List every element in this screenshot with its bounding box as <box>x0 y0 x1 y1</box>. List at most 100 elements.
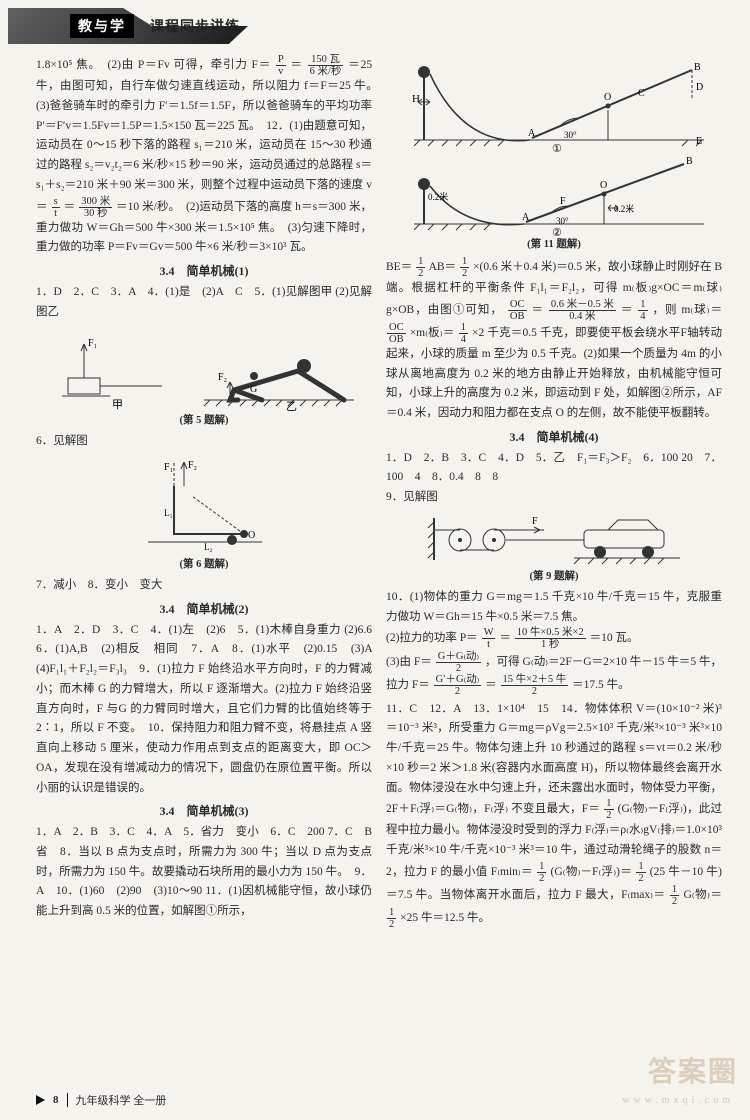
svg-text:F₁: F₁ <box>88 338 97 349</box>
text: (3)由 F＝ <box>386 656 432 668</box>
text: ＝ <box>485 679 497 691</box>
fraction: OCOB <box>387 322 406 345</box>
svg-text:C: C <box>638 88 645 99</box>
svg-text:L₂: L₂ <box>204 542 213 552</box>
fraction: 15 牛×2＋5 牛2 <box>501 674 569 697</box>
fraction: 10 牛×0.5 米×21 秒 <box>515 627 586 650</box>
text: ＝ <box>621 304 634 316</box>
fig-caption: (第 5 题解) <box>36 412 372 430</box>
text: ＝10 瓦。 <box>590 633 639 645</box>
svg-text:E: E <box>696 136 702 147</box>
answer-line: 1．D 2．B 3．C 4．D 5．乙 F₁＝F₃＞F₂ 6．100 20 7．… <box>386 449 722 489</box>
section-title: 3.4 简单机械(3) <box>36 801 372 822</box>
content-columns: 1.8×10⁵ 焦。 (2)由 P＝Fv 可得，牵引力 F＝ Pv ＝ 150 … <box>0 50 750 1070</box>
text: (G₍物₎－F₍浮₎)＝ <box>551 866 633 878</box>
text: ×2 千克＝0.5 千克，即要使平板会绕水平F轴转动起来，小球的质量 m 至少为… <box>386 327 722 419</box>
fraction: 12 <box>670 884 679 907</box>
svg-text:O: O <box>248 530 255 541</box>
text: 1.8×10⁵ 焦。 (2)由 P＝Fv 可得，牵引力 F＝ <box>36 59 271 71</box>
text: ×m₍板₎＝ <box>410 327 455 339</box>
answer-block: 1．A 2．D 3．C 4．(1)左 (2)6 5．(1)木棒自身重力 (2)6… <box>36 621 372 799</box>
fraction: 12 <box>636 861 645 884</box>
text: G₍物₎＝ <box>684 889 723 901</box>
page-footer: 8 九年级科学 全一册 <box>36 1092 166 1108</box>
svg-text:0.2米: 0.2米 <box>428 191 448 202</box>
fraction: st <box>52 196 60 219</box>
footer-label: 九年级科学 全一册 <box>76 1092 167 1108</box>
svg-text:①: ① <box>552 143 562 152</box>
figure-11b: 0.2米 O A B F 30° 0.2米 ② (第 11 题解) <box>386 156 722 254</box>
right-column: H O A B C D E 30° ① <box>386 54 722 1070</box>
arrow-icon <box>36 1095 45 1105</box>
fig5-svg: F₁ 甲 G F₂ <box>54 326 354 412</box>
svg-text:O: O <box>604 92 611 103</box>
fig6-svg: F₂ F₁ O L₁ L₂ <box>134 456 274 556</box>
text: ×25 牛＝12.5 牛。 <box>400 912 490 924</box>
answer-block: 1．A 2．B 3．C 4．A 5．省力 变小 6．C 200 7．C B 省 … <box>36 823 372 922</box>
svg-text:G: G <box>250 384 257 395</box>
figure-5: F₁ 甲 G F₂ <box>36 326 372 430</box>
svg-text:A: A <box>528 128 536 139</box>
svg-text:O: O <box>600 180 607 191</box>
answer-line: 1．D 2．C 3．A 4．(1)是 (2)A C 5．(1)见解图甲 (2)见… <box>36 283 372 323</box>
header-badge: 教与学 <box>70 14 134 38</box>
fraction: G′＋G₍动₎2 <box>434 674 482 697</box>
item-6: 6．见解图 <box>36 432 372 452</box>
figure-6: F₂ F₁ O L₁ L₂ (第 6 题解) <box>36 456 372 574</box>
left-column: 1.8×10⁵ 焦。 (2)由 P＝Fv 可得，牵引力 F＝ Pv ＝ 150 … <box>36 54 372 1070</box>
fraction: 300 米30 秒 <box>79 196 112 219</box>
fig-caption: (第 11 题解) <box>386 236 722 254</box>
item-7-8: 7．减小 8．变小 变大 <box>36 576 372 596</box>
svg-text:30°: 30° <box>556 216 569 226</box>
svg-text:L₁: L₁ <box>164 508 173 518</box>
svg-text:②: ② <box>552 227 562 236</box>
header-subtitle: 课程同步讲练 <box>150 16 240 36</box>
svg-text:A: A <box>522 212 530 223</box>
svg-text:乙: 乙 <box>286 400 297 412</box>
fraction: 14 <box>638 299 647 322</box>
text: ＝17.5 牛。 <box>572 679 630 691</box>
text: BE＝ <box>386 261 412 273</box>
watermark: 答案圈 <box>648 1050 738 1090</box>
fraction: Wt <box>482 627 496 650</box>
text: ＝25 牛，由图可知，自行车做匀速直线运动，所以阻力 f＝F＝25 牛。 (3)… <box>36 59 384 213</box>
text: AB＝ <box>429 261 456 273</box>
text: ＝ <box>531 304 544 316</box>
text: 10．(1)物体的重力 G＝mg＝1.5 千克×10 牛/千克＝15 牛，克服重… <box>386 588 722 628</box>
fraction: 12 <box>387 907 396 930</box>
svg-text:30°: 30° <box>564 130 577 140</box>
text: 11．C 12．A 13．1×10⁴ 15 14．物体体积 V＝(10×10⁻²… <box>386 703 722 816</box>
section-title: 3.4 简单机械(1) <box>36 261 372 282</box>
fig11b-svg: 0.2米 O A B F 30° 0.2米 ② <box>404 156 704 236</box>
svg-text:B: B <box>694 62 701 73</box>
fraction: OCOB <box>508 299 527 322</box>
svg-text:F₂: F₂ <box>218 372 227 383</box>
text: (2)拉力的功率 P＝ <box>386 633 478 645</box>
text: ＝ <box>290 59 302 71</box>
fig-caption: (第 6 题解) <box>36 556 372 574</box>
section-title: 3.4 简单机械(4) <box>386 427 722 448</box>
fraction: 150 瓦6 米/秒 <box>308 54 344 77</box>
svg-text:F₁: F₁ <box>164 462 173 473</box>
page-number: 8 <box>53 1094 59 1106</box>
fig9-svg: F <box>424 512 684 568</box>
fig11a-svg: H O A B C D E 30° ① <box>404 58 704 152</box>
svg-text:B: B <box>686 156 693 167</box>
fraction: 12 <box>460 256 469 279</box>
svg-text:甲: 甲 <box>112 399 123 411</box>
text: ＝ <box>64 201 76 213</box>
fraction: 0.6 米－0.5 米0.4 米 <box>549 299 616 322</box>
text: ，则 m₍球₎＝ <box>652 304 722 316</box>
svg-text:D: D <box>696 82 703 93</box>
fig-caption: (第 9 题解) <box>386 568 722 586</box>
section-title: 3.4 简单机械(2) <box>36 599 372 620</box>
svg-text:F₂: F₂ <box>188 460 197 471</box>
svg-text:F: F <box>532 516 538 527</box>
fraction: 12 <box>537 861 546 884</box>
text: ＝ <box>499 633 511 645</box>
fraction: 14 <box>459 322 468 345</box>
figure-11a: H O A B C D E 30° ① <box>386 58 722 152</box>
divider <box>67 1093 68 1107</box>
watermark-url: www.mxqi.com <box>622 1095 734 1106</box>
page-header: 教与学 课程同步讲练 <box>0 0 750 50</box>
